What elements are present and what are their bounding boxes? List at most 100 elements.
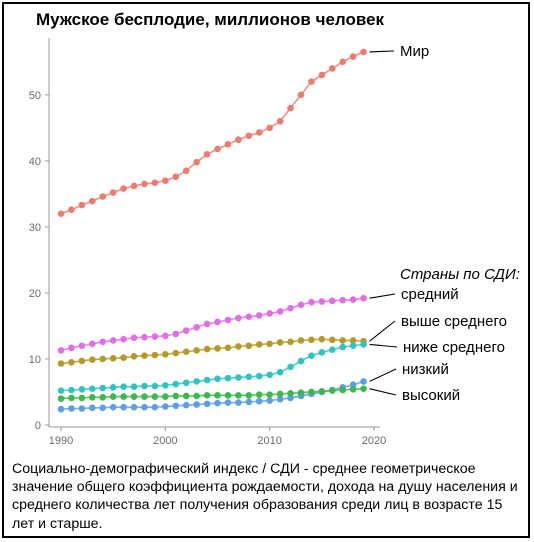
data-point <box>89 340 96 348</box>
data-point <box>318 335 326 343</box>
data-point <box>78 342 86 350</box>
y-tick-label: 0 <box>35 420 41 432</box>
data-point <box>203 400 211 408</box>
data-point <box>349 381 357 389</box>
data-point <box>172 330 180 338</box>
data-point <box>130 334 138 342</box>
data-point <box>141 403 148 411</box>
data-point <box>203 391 211 399</box>
data-point <box>151 333 159 340</box>
data-point <box>349 342 357 350</box>
data-point <box>266 391 273 398</box>
data-point <box>68 405 75 412</box>
data-point <box>297 357 305 365</box>
data-point <box>224 374 232 382</box>
data-point <box>255 341 263 348</box>
series-line <box>60 297 364 352</box>
data-point <box>276 368 284 376</box>
data-point <box>328 346 336 354</box>
data-point <box>245 373 253 381</box>
data-point <box>339 386 347 394</box>
data-point <box>276 390 284 398</box>
data-point <box>57 387 65 394</box>
data-point <box>162 403 169 410</box>
data-point <box>68 394 75 402</box>
data-point <box>214 399 221 407</box>
data-point <box>109 393 117 400</box>
data-point <box>245 398 253 406</box>
chart-frame <box>2 2 530 538</box>
chart-title: Мужское бесплодие, миллионов человек <box>36 10 385 29</box>
y-tick-label: 20 <box>29 288 41 300</box>
data-point <box>203 345 211 353</box>
data-point <box>151 382 159 390</box>
data-point <box>182 167 190 175</box>
data-point <box>360 378 367 385</box>
data-point <box>349 337 357 344</box>
data-point <box>57 210 65 217</box>
data-point <box>141 382 148 390</box>
x-tick-label: 2020 <box>362 435 386 447</box>
data-point <box>99 355 107 363</box>
data-point <box>109 189 117 196</box>
data-point <box>162 332 169 340</box>
data-point <box>193 378 200 385</box>
series-line <box>60 387 364 400</box>
data-point <box>308 352 315 359</box>
data-point <box>78 405 86 412</box>
data-point <box>339 296 347 304</box>
data-point <box>214 391 221 399</box>
data-point <box>266 310 273 317</box>
data-point <box>99 338 107 346</box>
data-point <box>339 58 347 66</box>
legend-leader-line <box>369 368 397 382</box>
legend-leader-line <box>369 50 395 53</box>
data-point <box>266 397 273 404</box>
data-point <box>245 342 253 350</box>
data-point <box>318 71 326 79</box>
data-point <box>89 356 96 363</box>
legend-label: выше среднего <box>401 313 507 330</box>
data-point <box>318 349 326 356</box>
data-point <box>235 314 242 322</box>
data-point <box>360 385 367 392</box>
data-point <box>109 403 117 411</box>
legend-leader-line <box>369 320 396 342</box>
data-point <box>245 132 253 140</box>
data-point <box>255 372 263 380</box>
data-point <box>162 382 169 389</box>
data-point <box>151 351 159 359</box>
data-point <box>182 392 190 400</box>
data-point <box>109 384 117 391</box>
data-point <box>276 308 284 315</box>
data-point <box>328 387 336 394</box>
data-point <box>287 390 294 397</box>
data-point <box>151 179 159 186</box>
data-point <box>162 177 169 184</box>
data-point <box>130 403 138 411</box>
data-point <box>57 405 65 413</box>
data-point <box>266 124 273 132</box>
data-point <box>360 294 367 302</box>
data-point <box>193 158 200 166</box>
legend-leader-line <box>369 388 397 396</box>
data-point <box>89 393 96 401</box>
data-point <box>172 392 180 400</box>
data-point <box>308 78 315 85</box>
data-point <box>308 336 315 344</box>
y-tick-label: 30 <box>29 222 41 234</box>
data-point <box>182 401 190 409</box>
data-point <box>255 312 263 319</box>
data-point <box>349 386 357 393</box>
data-point <box>318 298 326 305</box>
data-point <box>172 173 180 181</box>
data-point <box>203 150 211 158</box>
data-point <box>266 340 273 348</box>
data-point <box>141 352 148 359</box>
data-point <box>214 375 221 383</box>
data-point <box>130 393 138 400</box>
data-point <box>203 376 211 384</box>
data-point <box>297 91 305 99</box>
data-point <box>172 349 180 357</box>
